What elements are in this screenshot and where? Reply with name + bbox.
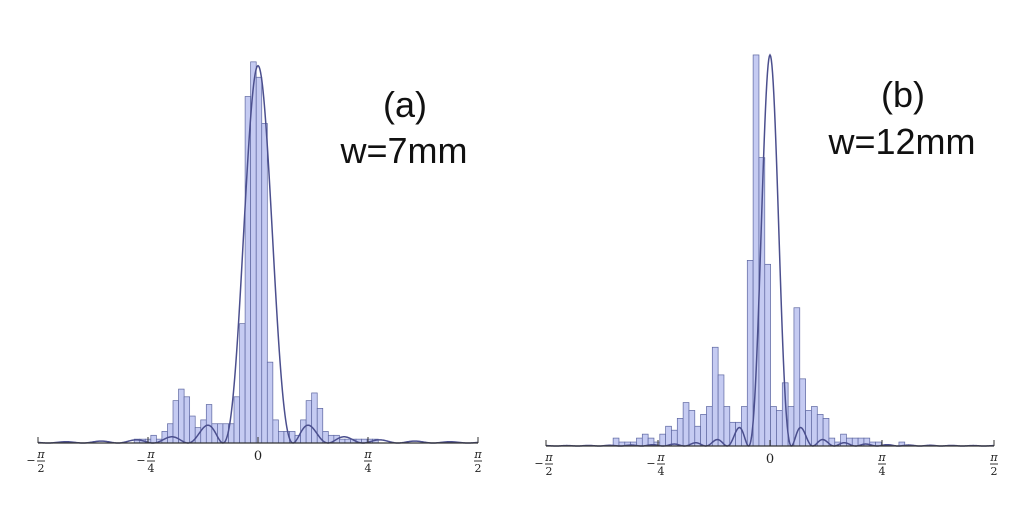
histogram-bar xyxy=(706,406,713,447)
histogram-bar xyxy=(636,437,643,447)
histogram-bar xyxy=(233,396,240,444)
histogram-bar xyxy=(278,431,285,444)
histogram-bar xyxy=(799,378,806,447)
x-tick-label-sign: − xyxy=(646,457,655,470)
panel-a-width-label: w=7mm xyxy=(339,130,467,171)
histogram-bar xyxy=(205,404,213,444)
x-tick-label-sign: − xyxy=(26,454,35,467)
x-tick-label-numerator: π xyxy=(363,448,372,461)
panel-a-label: (a) xyxy=(383,84,427,125)
histogram-bar xyxy=(272,419,279,444)
histogram-bar xyxy=(688,410,696,447)
x-tick-label-sign: − xyxy=(136,454,145,467)
x-tick-label: 0 xyxy=(254,449,262,464)
histogram-bar xyxy=(178,388,185,444)
histogram-bar xyxy=(723,406,731,447)
histogram-bar xyxy=(700,414,707,447)
histogram-bar xyxy=(717,374,725,447)
histogram-bar xyxy=(746,260,754,447)
x-tick-label-numerator: π xyxy=(473,448,482,461)
histogram-bar xyxy=(150,434,157,444)
histogram-bar xyxy=(183,396,191,444)
histogram-bar xyxy=(711,346,719,447)
x-tick-label-denominator: 2 xyxy=(546,465,553,478)
histogram-bar xyxy=(266,361,274,444)
x-tick-label-numerator: π xyxy=(989,451,998,464)
histogram-bar xyxy=(735,421,742,447)
histogram-bar xyxy=(311,392,318,444)
histogram-bar xyxy=(641,433,649,447)
histogram-bar xyxy=(250,61,257,444)
histogram-bar xyxy=(659,433,666,447)
histogram-bar xyxy=(676,418,684,447)
panel-b-label: (b) xyxy=(881,74,925,115)
x-tick-label-denominator: 2 xyxy=(475,462,482,475)
x-tick-label-denominator: 2 xyxy=(38,462,45,475)
histogram-bar xyxy=(793,307,801,447)
histogram-bar xyxy=(665,425,672,447)
x-tick-label-numerator: π xyxy=(877,451,886,464)
histogram-bar xyxy=(741,406,748,447)
histogram-bar xyxy=(255,76,263,444)
x-tick-label-denominator: 4 xyxy=(148,462,155,475)
x-tick-label-sign: − xyxy=(534,457,543,470)
x-tick-label-numerator: π xyxy=(544,451,553,464)
x-tick-label-numerator: π xyxy=(656,451,665,464)
x-tick-label: 0 xyxy=(766,452,774,467)
histogram-bar xyxy=(305,400,313,444)
histogram-bar xyxy=(776,410,783,447)
histogram-bar xyxy=(840,433,847,447)
histogram-bar xyxy=(851,437,859,447)
panel-b-width-label: w=12mm xyxy=(827,121,975,162)
histogram-bar xyxy=(200,419,207,444)
histogram-bar xyxy=(167,423,174,444)
x-tick-label-denominator: 4 xyxy=(658,465,665,478)
histogram-bar xyxy=(764,263,771,447)
histogram-bar xyxy=(811,406,818,447)
histogram-bar xyxy=(261,123,268,444)
histogram-bar xyxy=(239,323,246,444)
histogram-bar xyxy=(682,402,690,447)
x-tick-label-denominator: 4 xyxy=(879,465,886,478)
x-tick-label-denominator: 2 xyxy=(991,465,998,478)
x-tick-label-numerator: π xyxy=(146,448,155,461)
x-tick-label-denominator: 4 xyxy=(365,462,372,475)
fit-curve xyxy=(37,64,479,444)
x-tick-label-numerator: π xyxy=(36,448,45,461)
histogram-bar xyxy=(770,406,777,447)
